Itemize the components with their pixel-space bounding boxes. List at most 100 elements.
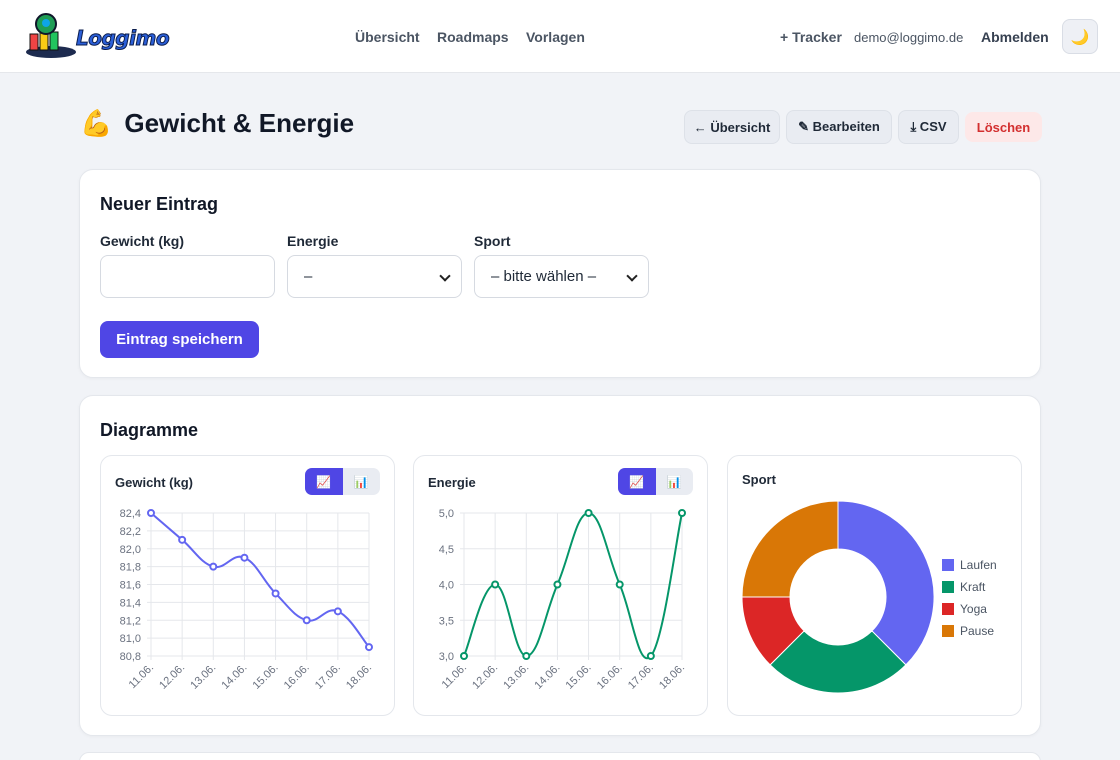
chevron-down-icon: [626, 270, 638, 282]
y-tick-label: 82,0: [120, 544, 141, 556]
sport-chart-legend: Laufen Kraft Yoga Pause: [942, 554, 997, 642]
sport-label: Sport: [474, 233, 511, 249]
bar-chart-icon[interactable]: 📊: [666, 474, 682, 489]
charts-title: Diagramme: [100, 420, 199, 440]
weight-line-chart: 82,4 82,2 82,0 81,8 81,6 81,4 81,2 81,0 80,811.0…: [120, 508, 375, 692]
y-tick-label: 82,4: [120, 508, 141, 520]
legend-item-laufen[interactable]: Laufen: [942, 554, 997, 576]
new-entry-title: Neuer Eintrag: [100, 194, 219, 214]
sport-chart-title: Sport: [742, 472, 776, 487]
weight-input[interactable]: [100, 255, 275, 298]
logo-emblem-icon: [26, 13, 76, 58]
legend-item-kraft[interactable]: Kraft: [942, 576, 997, 598]
weight-chart-type-toggle[interactable]: 📈 📊: [305, 468, 380, 495]
y-tick-label: 4,5: [439, 544, 454, 556]
legend-swatch: [942, 581, 954, 593]
y-tick-label: 81,6: [120, 580, 141, 592]
energy-chart-title: Energie: [428, 475, 476, 490]
sport-select-value: – bitte wählen –: [491, 268, 597, 285]
data-point: [147, 509, 155, 517]
donut-slice-pause: [741, 500, 839, 598]
legend-label: Kraft: [960, 580, 986, 594]
x-tick-label: 12.06.: [157, 662, 187, 692]
logout-button[interactable]: Abmelden: [981, 29, 1049, 45]
series-line: [150, 512, 370, 648]
energy-label: Energie: [287, 233, 339, 249]
donut-slice-laufen: [837, 500, 935, 666]
theme-toggle-button[interactable]: 🌙: [1062, 19, 1098, 54]
line-chart-icon[interactable]: 📈: [618, 468, 656, 495]
y-tick-label: 3,5: [439, 615, 454, 627]
new-entry-card: Neuer Eintrag Gewicht (kg) Energie – Spo…: [79, 169, 1041, 378]
x-tick-label: 17.06.: [313, 662, 343, 692]
page-title-text: Gewicht & Energie: [124, 108, 355, 138]
nav-link-templates[interactable]: Vorlagen: [526, 29, 585, 45]
y-tick-label: 4,0: [439, 580, 454, 592]
y-tick-label: 81,4: [120, 597, 141, 609]
energy-chart-card: 5,0 4,5 4,0 3,5 3,0 11.06. 12.06. 13.06. 14.06. 1…: [413, 455, 708, 716]
moon-icon: 🌙: [1070, 28, 1090, 46]
legend-swatch: [942, 625, 954, 637]
x-tick-label: 11.06.: [440, 662, 470, 692]
save-entry-button[interactable]: Eintrag speichern: [100, 321, 259, 358]
flexed-biceps-icon: 💪: [80, 108, 113, 138]
delete-button[interactable]: Löschen: [965, 112, 1042, 142]
line-chart-icon[interactable]: 📈: [305, 468, 343, 495]
energy-line-chart: 5,04,54,03,53,011.06. 12.06. 13.06. 14.06. 1…: [439, 508, 687, 692]
x-tick-label: 18.06.: [344, 662, 374, 692]
legend-swatch: [942, 603, 954, 615]
chevron-down-icon: [439, 270, 451, 282]
y-tick-label: 5,0: [439, 508, 454, 520]
add-tracker-link[interactable]: + Tracker: [780, 29, 842, 45]
sport-select[interactable]: – bitte wählen –: [474, 255, 649, 298]
data-point: [333, 607, 342, 616]
nav-link-roadmaps[interactable]: Roadmaps: [437, 29, 509, 45]
loggimo-logo[interactable]: Loggimo: [24, 10, 170, 62]
y-tick-label: 81,0: [120, 633, 141, 645]
legend-item-yoga[interactable]: Yoga: [942, 598, 997, 620]
weight-chart-title: Gewicht (kg): [115, 475, 194, 490]
top-navigation-bar: Loggimo Übersicht Roadmaps Vorlagen + Tr…: [0, 0, 1120, 73]
x-tick-label: 16.06.: [282, 662, 312, 692]
back-to-overview-button[interactable]: ← Übersicht: [684, 110, 780, 144]
x-tick-label: 13.06.: [188, 662, 218, 692]
weight-chart-card: 82,4 82,2 82,0 81,8 81,6 81,4 81,2 81,0 80,8 11.0…: [100, 455, 395, 716]
nav-link-overview[interactable]: Übersicht: [355, 29, 420, 45]
bar-chart-icon[interactable]: 📊: [353, 474, 369, 489]
next-section-card: [79, 752, 1041, 760]
y-tick-label: 81,2: [120, 615, 141, 627]
x-tick-label: 17.06.: [626, 662, 656, 692]
x-tick-label: 15.06.: [251, 662, 281, 692]
data-point: [615, 580, 624, 589]
x-tick-label: 13.06.: [501, 662, 531, 692]
data-point: [491, 580, 500, 589]
logo-wordmark: Loggimo: [75, 26, 170, 51]
data-point: [646, 652, 655, 660]
edit-button[interactable]: ✎ Bearbeiten: [786, 110, 892, 144]
data-point: [553, 580, 562, 589]
x-tick-label: 11.06.: [127, 662, 157, 692]
data-point: [209, 562, 218, 571]
x-tick-label: 16.06.: [595, 662, 625, 692]
sport-chart-card: Sport Laufen Kraft Yoga Pause: [727, 455, 1022, 716]
donut-slice-kraft: [769, 630, 907, 694]
legend-swatch: [942, 559, 954, 571]
data-point: [522, 652, 531, 660]
legend-label: Pause: [960, 624, 995, 638]
data-point: [271, 589, 280, 598]
data-point: [240, 553, 249, 562]
data-point: [460, 652, 468, 660]
data-point: [302, 616, 311, 625]
data-point: [678, 509, 686, 517]
x-tick-label: 14.06.: [219, 662, 249, 692]
x-tick-label: 12.06.: [470, 662, 500, 692]
data-point: [365, 643, 373, 652]
energy-chart-type-toggle[interactable]: 📈 📊: [618, 468, 693, 495]
energy-select[interactable]: –: [287, 255, 462, 298]
y-tick-label: 82,2: [120, 526, 141, 538]
legend-item-pause[interactable]: Pause: [942, 620, 997, 642]
csv-export-button[interactable]: ⤓ CSV: [898, 110, 959, 144]
data-point: [178, 535, 187, 544]
energy-select-value: –: [304, 268, 313, 285]
y-tick-label: 81,8: [120, 562, 141, 574]
